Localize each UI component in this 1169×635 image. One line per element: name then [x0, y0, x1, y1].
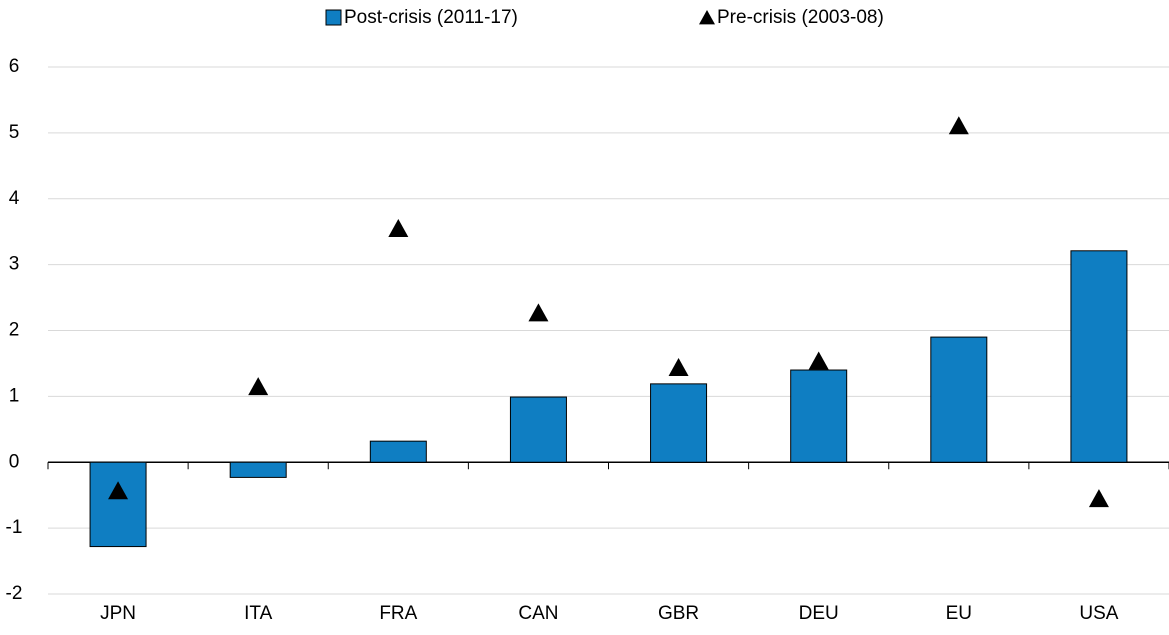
- x-tick-label: ITA: [244, 603, 272, 624]
- x-tick-label: GBR: [658, 603, 699, 624]
- x-tick-label: USA: [1079, 603, 1118, 624]
- legend-label: Post-crisis (2011-17): [344, 7, 518, 28]
- y-tick-label: 1: [9, 385, 20, 406]
- x-tick-label: EU: [946, 603, 972, 624]
- y-tick-label: 0: [9, 451, 20, 472]
- bar: [509, 396, 567, 463]
- y-tick-label: 2: [9, 320, 20, 341]
- bar: [930, 336, 988, 463]
- y-tick-label: 5: [9, 122, 20, 143]
- x-tick-label: FRA: [379, 603, 417, 624]
- y-tick-label: 6: [9, 56, 20, 77]
- bar: [1070, 250, 1128, 463]
- triangle-marker: [808, 351, 829, 370]
- y-tick-label: -1: [6, 517, 23, 538]
- legend-swatch: [325, 9, 342, 26]
- bar: [650, 383, 708, 463]
- bar: [790, 369, 848, 463]
- triangle-marker: [108, 481, 129, 500]
- legend-label: Pre-crisis (2003-08): [717, 7, 884, 28]
- x-tick-label: JPN: [100, 603, 136, 624]
- x-tick-label: DEU: [799, 603, 839, 624]
- triangle-marker: [1088, 489, 1109, 508]
- bar: [89, 461, 147, 548]
- triangle-marker: [668, 358, 689, 377]
- bar: [369, 440, 427, 463]
- triangle-marker: [528, 303, 549, 322]
- triangle-marker: [948, 116, 969, 135]
- y-tick-label: -2: [6, 583, 23, 604]
- y-tick-label: 3: [9, 254, 20, 275]
- legend-swatch: [699, 10, 715, 25]
- x-tick-label: CAN: [518, 603, 558, 624]
- y-tick-label: 4: [9, 188, 20, 209]
- triangle-marker: [248, 377, 269, 396]
- triangle-marker: [388, 219, 409, 238]
- bar: [229, 461, 287, 478]
